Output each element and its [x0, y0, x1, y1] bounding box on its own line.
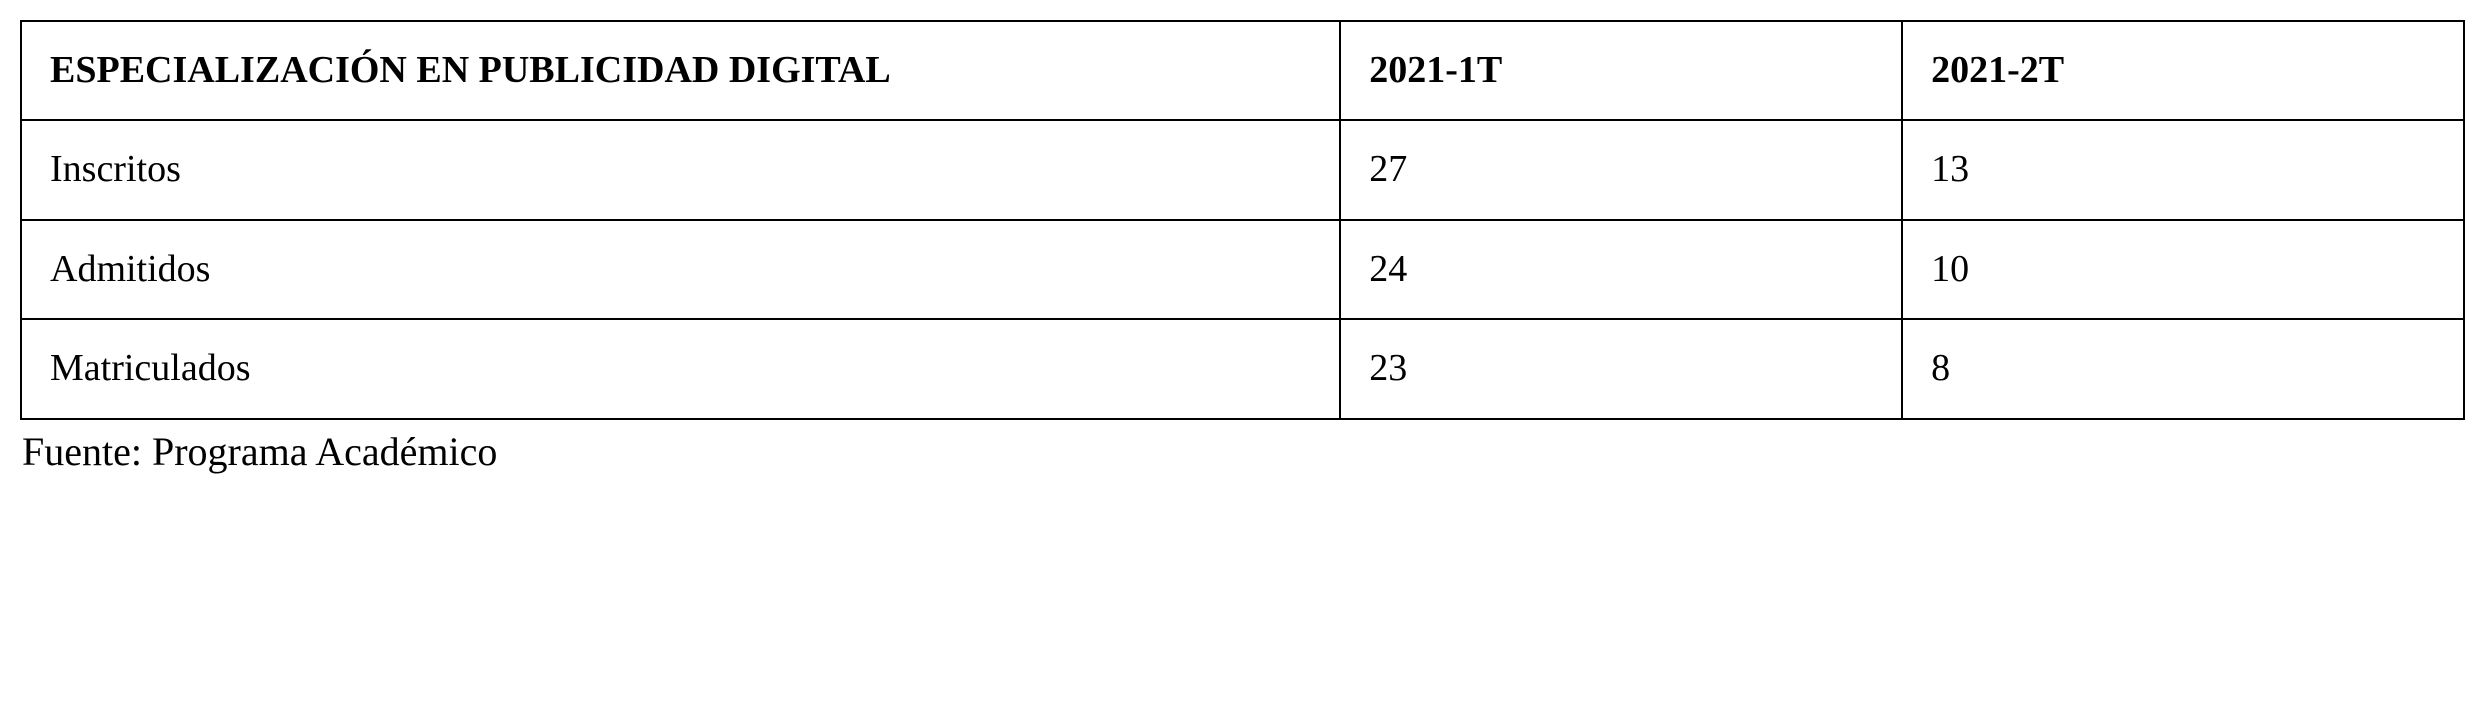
table-container: ESPECIALIZACIÓN EN PUBLICIDAD DIGITAL 20…: [20, 20, 2465, 475]
row-value-period1: 23: [1340, 319, 1902, 418]
header-period-2: 2021-2T: [1902, 21, 2464, 120]
row-value-period2: 10: [1902, 220, 2464, 319]
row-value-period2: 8: [1902, 319, 2464, 418]
row-label: Admitidos: [21, 220, 1340, 319]
row-value-period1: 27: [1340, 120, 1902, 219]
header-period-1: 2021-1T: [1340, 21, 1902, 120]
row-value-period1: 24: [1340, 220, 1902, 319]
table-header-row: ESPECIALIZACIÓN EN PUBLICIDAD DIGITAL 20…: [21, 21, 2464, 120]
row-value-period2: 13: [1902, 120, 2464, 219]
table-row: Matriculados 23 8: [21, 319, 2464, 418]
source-caption: Fuente: Programa Académico: [20, 428, 2465, 475]
table-row: Admitidos 24 10: [21, 220, 2464, 319]
row-label: Matriculados: [21, 319, 1340, 418]
row-label: Inscritos: [21, 120, 1340, 219]
header-program-title: ESPECIALIZACIÓN EN PUBLICIDAD DIGITAL: [21, 21, 1340, 120]
table-row: Inscritos 27 13: [21, 120, 2464, 219]
enrollment-table: ESPECIALIZACIÓN EN PUBLICIDAD DIGITAL 20…: [20, 20, 2465, 420]
